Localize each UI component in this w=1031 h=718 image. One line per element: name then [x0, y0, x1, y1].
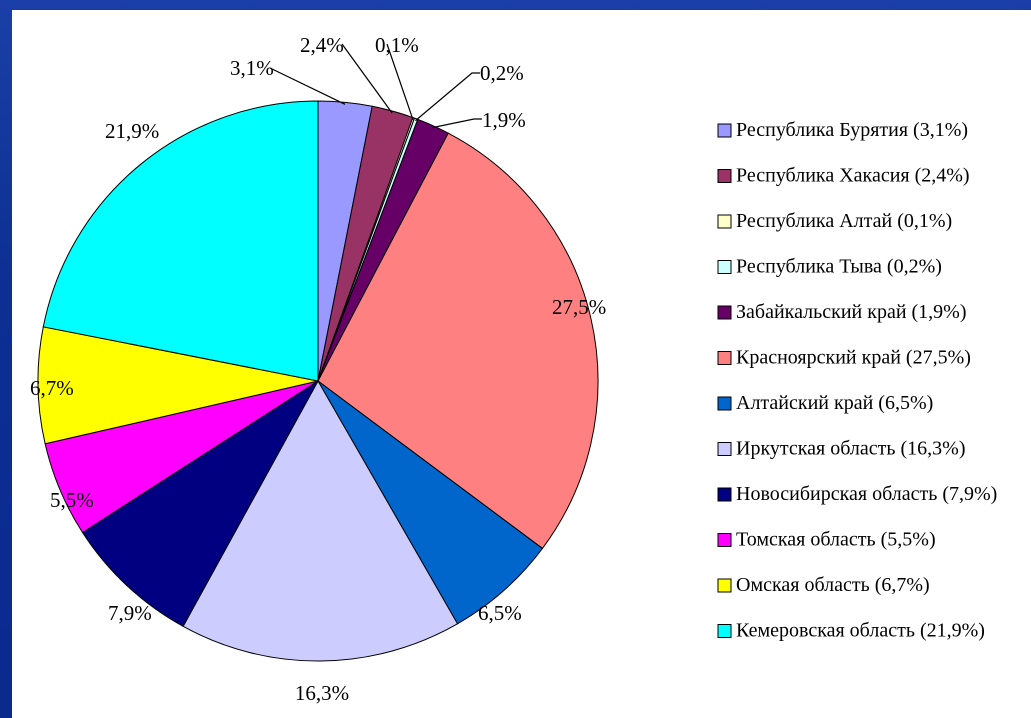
legend-swatch [717, 351, 732, 365]
legend-label: Омская область (6,7%) [736, 574, 930, 596]
pie-slice [37, 326, 319, 445]
leader-line [415, 72, 480, 122]
legend-label: Республика Бурятия (3,1%) [736, 119, 968, 141]
legend-label: Томская область (5,5%) [736, 529, 936, 551]
pie-slice [317, 132, 599, 550]
slice-value-label: 21,9% [105, 119, 159, 143]
slice-value-label: 0,1% [375, 33, 419, 57]
legend-label: Красноярский край (27,5%) [736, 347, 971, 369]
legend-swatch [717, 305, 732, 320]
leader-line [386, 43, 414, 120]
legend-swatch [717, 260, 732, 274]
slice-value-label: 7,9% [108, 601, 152, 625]
legend-swatch [717, 624, 732, 638]
legend-label: Иркутская область (16,3%) [736, 438, 965, 460]
legend-item: Томская область (5,5%) [717, 529, 936, 551]
leader-line [341, 43, 393, 114]
legend-swatch [717, 396, 732, 411]
legend-label: Республика Хакасия (2,4%) [736, 165, 970, 187]
legend-swatch [717, 442, 732, 456]
legend-swatch [717, 214, 732, 229]
legend-item: Новосибирская область (7,9%) [717, 483, 997, 505]
legend-swatch [717, 169, 732, 183]
legend-label: Республика Алтай (0,1%) [736, 210, 952, 232]
legend-swatch [717, 533, 732, 547]
slice-value-label: 2,4% [300, 33, 344, 57]
legend-item: Алтайский край (6,5%) [717, 392, 933, 414]
slice-value-label: 16,3% [295, 681, 349, 705]
slice-value-label: 5,5% [50, 488, 94, 512]
slice-value-label: 27,5% [552, 295, 606, 319]
pie-slice [81, 380, 319, 628]
legend-swatch [717, 487, 732, 502]
slice-labels: 3,1% 2,4% 0,1% 0,2% 1,9% 27,5% 6,5% 16,3% 7,9% 5,… [30, 33, 606, 705]
legend-item: Омская область (6,7%) [717, 574, 930, 596]
pie-chart: 3,1% 2,4% 0,1% 0,2% 1,9% 27,5% 6,5% 16,3% 7,9% 5,… [30, 33, 997, 705]
slice-value-label: 3,1% [230, 56, 274, 80]
legend: Республика Бурятия (3,1%) Республика Хака… [717, 119, 997, 642]
legend-item: Республика Бурятия (3,1%) [717, 119, 968, 141]
leader-line [432, 118, 482, 129]
legend-label: Забайкальский край (1,9%) [736, 301, 967, 323]
legend-item: Республика Тыва (0,2%) [717, 256, 942, 278]
slice-value-label: 1,9% [482, 108, 526, 132]
legend-label: Новосибирская область (7,9%) [736, 483, 997, 505]
legend-item: Забайкальский край (1,9%) [717, 301, 967, 323]
leader-line [269, 67, 346, 105]
legend-item: Республика Хакасия (2,4%) [717, 165, 970, 187]
legend-item: Иркутская область (16,3%) [717, 438, 965, 460]
pie-slices [37, 100, 599, 662]
legend-label: Алтайский край (6,5%) [736, 392, 933, 414]
legend-label: Кемеровская область (21,9%) [736, 620, 985, 642]
legend-item: Кемеровская область (21,9%) [717, 620, 985, 642]
pie-slice [317, 380, 544, 625]
legend-swatch [717, 123, 732, 138]
slice-value-label: 0,2% [480, 61, 524, 85]
legend-label: Республика Тыва (0,2%) [736, 256, 942, 278]
legend-item: Красноярский край (27,5%) [717, 347, 971, 369]
slice-value-label: 6,5% [478, 601, 522, 625]
chart-panel: 3,1% 2,4% 0,1% 0,2% 1,9% 27,5% 6,5% 16,3% 7,9% 5,… [12, 10, 1031, 718]
pie-slice [42, 100, 319, 382]
leader-lines [269, 43, 482, 129]
pie-slice [182, 379, 459, 662]
slice-value-label: 6,7% [30, 376, 74, 400]
legend-item: Республика Алтай (0,1%) [717, 210, 952, 232]
legend-swatch [717, 578, 732, 593]
